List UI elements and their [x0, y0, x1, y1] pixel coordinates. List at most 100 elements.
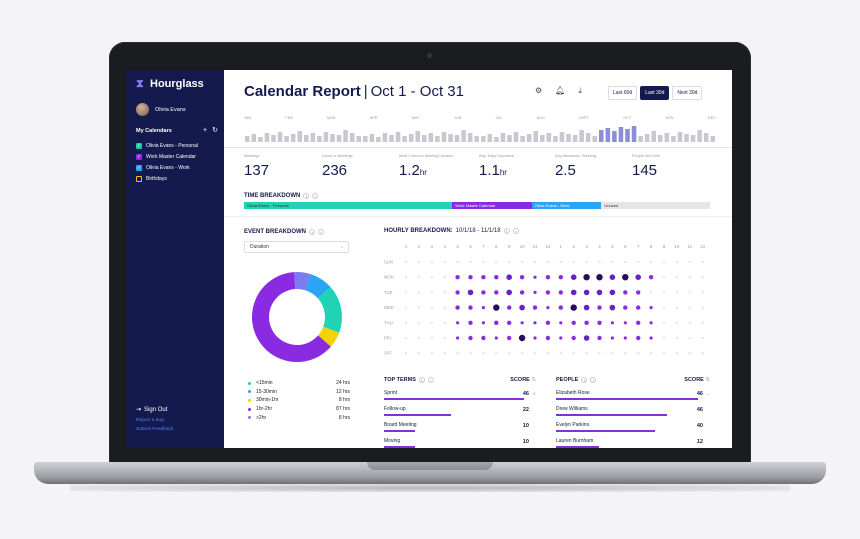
donut-slice[interactable]: [294, 272, 311, 291]
heatmap-cell[interactable]: [597, 320, 602, 325]
heatmap-cell[interactable]: [545, 335, 551, 341]
heatmap-cell[interactable]: [662, 306, 666, 309]
heatmap-cell[interactable]: [675, 306, 679, 309]
report-bug-link[interactable]: Report a bug: [136, 418, 164, 423]
chevron-icon[interactable]: ›: [590, 377, 597, 383]
heatmap-cell[interactable]: [636, 320, 641, 325]
heatmap-cell[interactable]: [662, 336, 666, 340]
heatmap-cell[interactable]: [701, 291, 704, 294]
heatmap-cell[interactable]: [417, 321, 421, 324]
donut-slice[interactable]: [317, 287, 342, 333]
heatmap-cell[interactable]: [688, 336, 691, 340]
heatmap-cell[interactable]: [635, 274, 641, 280]
heatmap-cell[interactable]: [610, 336, 614, 340]
rank-row[interactable]: Sprint 46 ✕: [384, 388, 536, 404]
chevron-icon[interactable]: ›: [427, 377, 434, 383]
heatmap-cell[interactable]: [688, 352, 691, 355]
month-label[interactable]: SEPT: [579, 116, 589, 120]
heatmap-cell[interactable]: [572, 352, 575, 355]
month-label[interactable]: JUN: [453, 116, 462, 120]
heatmap-cell[interactable]: [637, 260, 640, 264]
heatmap-cell[interactable]: [455, 290, 460, 295]
time-segment[interactable]: Olivia Evans - Personal: [244, 202, 453, 209]
heatmap-cell[interactable]: [417, 260, 421, 264]
heatmap-cell[interactable]: [649, 321, 653, 325]
sort-icon[interactable]: ⇅: [705, 377, 710, 383]
heatmap-cell[interactable]: [688, 321, 691, 324]
range-button[interactable]: Last 60d: [608, 86, 638, 100]
heatmap-cell[interactable]: [584, 320, 589, 325]
heatmap-cell[interactable]: [532, 305, 538, 310]
heatmap-cell[interactable]: [559, 352, 562, 355]
heatmap-cell[interactable]: [404, 306, 408, 309]
heatmap-cell[interactable]: [482, 352, 485, 355]
heatmap-cell[interactable]: [481, 335, 486, 341]
heatmap-cell[interactable]: [636, 335, 641, 341]
bell-icon[interactable]: 🔔︎: [555, 86, 566, 95]
heatmap-cell[interactable]: [662, 276, 666, 279]
heatmap-cell[interactable]: [611, 352, 614, 355]
heatmap-cell[interactable]: [443, 352, 446, 355]
heatmap-cell[interactable]: [443, 260, 446, 264]
month-label[interactable]: FEB: [285, 116, 293, 120]
heatmap-cell[interactable]: [533, 290, 537, 294]
calendar-checkbox[interactable]: ✓: [136, 142, 142, 149]
heatmap-cell[interactable]: [494, 320, 499, 325]
heatmap-cell[interactable]: [611, 260, 614, 264]
month-label[interactable]: APR: [369, 116, 378, 120]
heatmap-cell[interactable]: [417, 336, 421, 340]
heatmap-cell[interactable]: [430, 306, 433, 309]
heatmap-cell[interactable]: [545, 290, 551, 295]
heatmap-cell[interactable]: [456, 260, 459, 264]
heatmap-cell[interactable]: [495, 260, 498, 264]
rank-row[interactable]: Moving 10: [384, 436, 536, 448]
heatmap-cell[interactable]: [570, 274, 577, 280]
heatmap-cell[interactable]: [649, 336, 653, 340]
heatmap-cell[interactable]: [597, 335, 602, 341]
sort-icon[interactable]: ⇅: [531, 377, 536, 383]
heatmap-cell[interactable]: [468, 305, 473, 310]
month-label[interactable]: MAY: [411, 116, 420, 120]
heatmap-cell[interactable]: [649, 306, 653, 310]
heatmap-cell[interactable]: [507, 305, 512, 310]
heatmap-cell[interactable]: [430, 260, 433, 264]
heatmap-cell[interactable]: [623, 290, 628, 295]
heatmap-cell[interactable]: [533, 321, 537, 325]
heatmap-cell[interactable]: [609, 289, 616, 296]
heatmap-cell[interactable]: [507, 320, 512, 325]
heatmap-cell[interactable]: [623, 305, 628, 310]
heatmap-cell[interactable]: [430, 291, 433, 294]
heatmap-cell[interactable]: [598, 260, 601, 264]
heatmap-cell[interactable]: [506, 274, 512, 280]
info-icon[interactable]: i: [503, 228, 510, 234]
time-segment[interactable]: Olivia Evans - Work: [531, 202, 602, 209]
heatmap-cell[interactable]: [701, 336, 704, 340]
heatmap-cell[interactable]: [469, 352, 472, 355]
donut-slice[interactable]: [252, 272, 331, 362]
rank-row[interactable]: Board Meeting 10: [384, 420, 536, 436]
heatmap-cell[interactable]: [481, 275, 486, 280]
heatmap-cell[interactable]: [675, 276, 679, 279]
submit-feedback-link[interactable]: Submit Feedback: [136, 427, 174, 432]
heatmap-cell[interactable]: [430, 276, 433, 279]
heatmap-cell[interactable]: [622, 274, 629, 281]
heatmap-cell[interactable]: [649, 291, 653, 294]
heatmap-cell[interactable]: [688, 306, 691, 309]
heatmap-cell[interactable]: [572, 260, 575, 264]
heatmap-cell[interactable]: [455, 275, 460, 280]
heatmap-cell[interactable]: [610, 321, 614, 325]
heatmap-cell[interactable]: [637, 352, 640, 355]
heatmap-cell[interactable]: [533, 260, 537, 264]
month-label[interactable]: OCT: [623, 116, 632, 120]
heatmap-cell[interactable]: [585, 260, 588, 264]
rank-row[interactable]: Lauren Burnham 12: [556, 436, 710, 448]
heatmap-cell[interactable]: [559, 336, 563, 340]
heatmap-cell[interactable]: [443, 276, 446, 279]
heatmap-cell[interactable]: [404, 321, 408, 324]
heatmap-cell[interactable]: [636, 290, 641, 295]
chevron-icon[interactable]: ›: [512, 228, 519, 234]
heatmap-cell[interactable]: [469, 260, 472, 264]
donut-slice[interactable]: [305, 274, 331, 299]
month-label[interactable]: DEC: [707, 116, 716, 120]
heatmap-cell[interactable]: [558, 305, 563, 310]
